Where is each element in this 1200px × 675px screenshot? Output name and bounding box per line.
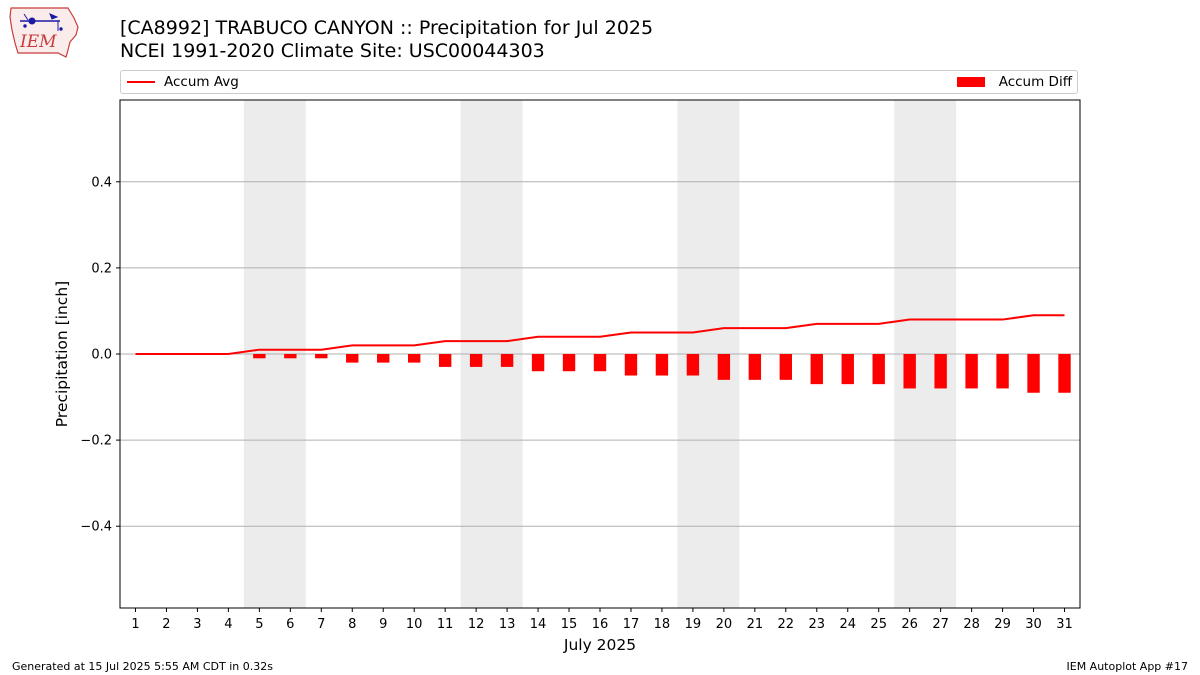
x-tick-label: 20 <box>716 617 733 632</box>
y-axis-label: Precipitation [inch] <box>53 281 71 427</box>
accum-diff-bar <box>903 354 916 389</box>
x-tick-label: 22 <box>778 617 795 632</box>
accum-diff-bar <box>253 354 266 359</box>
x-tick-label: 25 <box>870 617 887 632</box>
legend: Accum Avg Accum Diff <box>120 70 1078 94</box>
x-tick-label: 23 <box>809 617 826 632</box>
x-tick-label: 5 <box>255 617 263 632</box>
x-tick-label: 4 <box>224 617 232 632</box>
accum-diff-bar <box>748 354 762 380</box>
accum-diff-bar <box>686 354 700 376</box>
accum-diff-bar <box>655 354 669 376</box>
x-tick-label: 30 <box>1025 617 1042 632</box>
accum-diff-bar <box>717 354 731 380</box>
legend-swatch-accum-avg <box>127 81 155 83</box>
accum-diff-bar <box>1058 354 1071 393</box>
x-tick-label: 21 <box>747 617 764 632</box>
x-tick-label: 11 <box>437 617 454 632</box>
accum-diff-bar <box>284 354 297 359</box>
chart-subtitle: NCEI 1991-2020 Climate Site: USC00044303 <box>120 40 545 62</box>
x-tick-label: 26 <box>901 617 918 632</box>
accum-diff-bar <box>377 354 390 363</box>
x-tick-label: 8 <box>348 617 356 632</box>
y-tick-label: 0.4 <box>91 175 112 190</box>
accum-diff-bar <box>438 354 452 367</box>
accum-diff-bar <box>408 354 421 363</box>
logo-text: IEM <box>19 32 57 52</box>
weather-station-icon <box>20 13 63 31</box>
accum-diff-bar <box>593 354 607 372</box>
x-tick-label: 1 <box>131 617 139 632</box>
accum-diff-bar <box>841 354 854 385</box>
x-tick-label: 31 <box>1056 617 1073 632</box>
accum-diff-bar <box>500 354 514 367</box>
accum-diff-bar <box>531 354 545 372</box>
x-tick-label: 10 <box>406 617 423 632</box>
legend-label-accum-avg: Accum Avg <box>164 74 239 90</box>
y-tick-label: 0.0 <box>91 348 112 363</box>
accum-diff-bar <box>965 354 978 389</box>
accum-diff-bar <box>934 354 947 389</box>
iem-logo: IEM <box>9 7 79 58</box>
accum-diff-bar <box>624 354 638 376</box>
x-axis-label: July 2025 <box>563 636 636 654</box>
x-tick-label: 28 <box>963 617 980 632</box>
x-tick-label: 2 <box>162 617 170 632</box>
x-tick-label: 24 <box>839 617 856 632</box>
accum-diff-bar <box>346 354 359 363</box>
axis-ticks: −0.4−0.20.00.20.41 2 3 4 5 6 7 8 9 10 11 12 13 14 15 16… <box>80 175 1072 632</box>
x-tick-label: 16 <box>592 617 609 632</box>
y-tick-label: 0.2 <box>91 261 112 276</box>
legend-swatch-accum-diff <box>957 77 985 87</box>
x-tick-label: 27 <box>932 617 949 632</box>
accum-diff-bars <box>253 354 1071 393</box>
footer-app-id: IEM Autoplot App #17 <box>1066 660 1189 673</box>
x-tick-label: 29 <box>994 617 1011 632</box>
footer-generated-text: Generated at 15 Jul 2025 5:55 AM CDT in … <box>12 660 273 673</box>
legend-label-accum-diff: Accum Diff <box>998 74 1072 90</box>
accum-diff-bar <box>315 354 328 359</box>
accum-avg-line <box>135 314 1065 355</box>
chart-title: [CA8992] TRABUCO CANYON :: Precipitation… <box>120 17 654 39</box>
x-tick-label: 15 <box>561 617 578 632</box>
y-tick-label: −0.2 <box>80 434 112 449</box>
x-tick-label: 14 <box>530 617 547 632</box>
x-tick-label: 12 <box>468 617 485 632</box>
x-tick-label: 18 <box>654 617 671 632</box>
x-tick-label: 13 <box>499 617 516 632</box>
accum-diff-bar <box>872 354 885 385</box>
y-tick-label: −0.4 <box>80 520 112 535</box>
x-tick-label: 3 <box>193 617 201 632</box>
x-tick-label: 17 <box>623 617 640 632</box>
x-tick-label: 7 <box>317 617 325 632</box>
x-tick-label: 6 <box>286 617 294 632</box>
accum-diff-bar <box>996 354 1009 389</box>
accum-diff-bar <box>810 354 823 385</box>
x-tick-label: 9 <box>379 617 387 632</box>
x-tick-label: 19 <box>685 617 702 632</box>
accum-diff-bar <box>779 354 792 380</box>
accum-diff-bar <box>469 354 483 367</box>
accum-diff-bar <box>562 354 576 372</box>
accum-diff-bar <box>1027 354 1040 393</box>
accum-avg-line-group <box>135 314 1065 355</box>
